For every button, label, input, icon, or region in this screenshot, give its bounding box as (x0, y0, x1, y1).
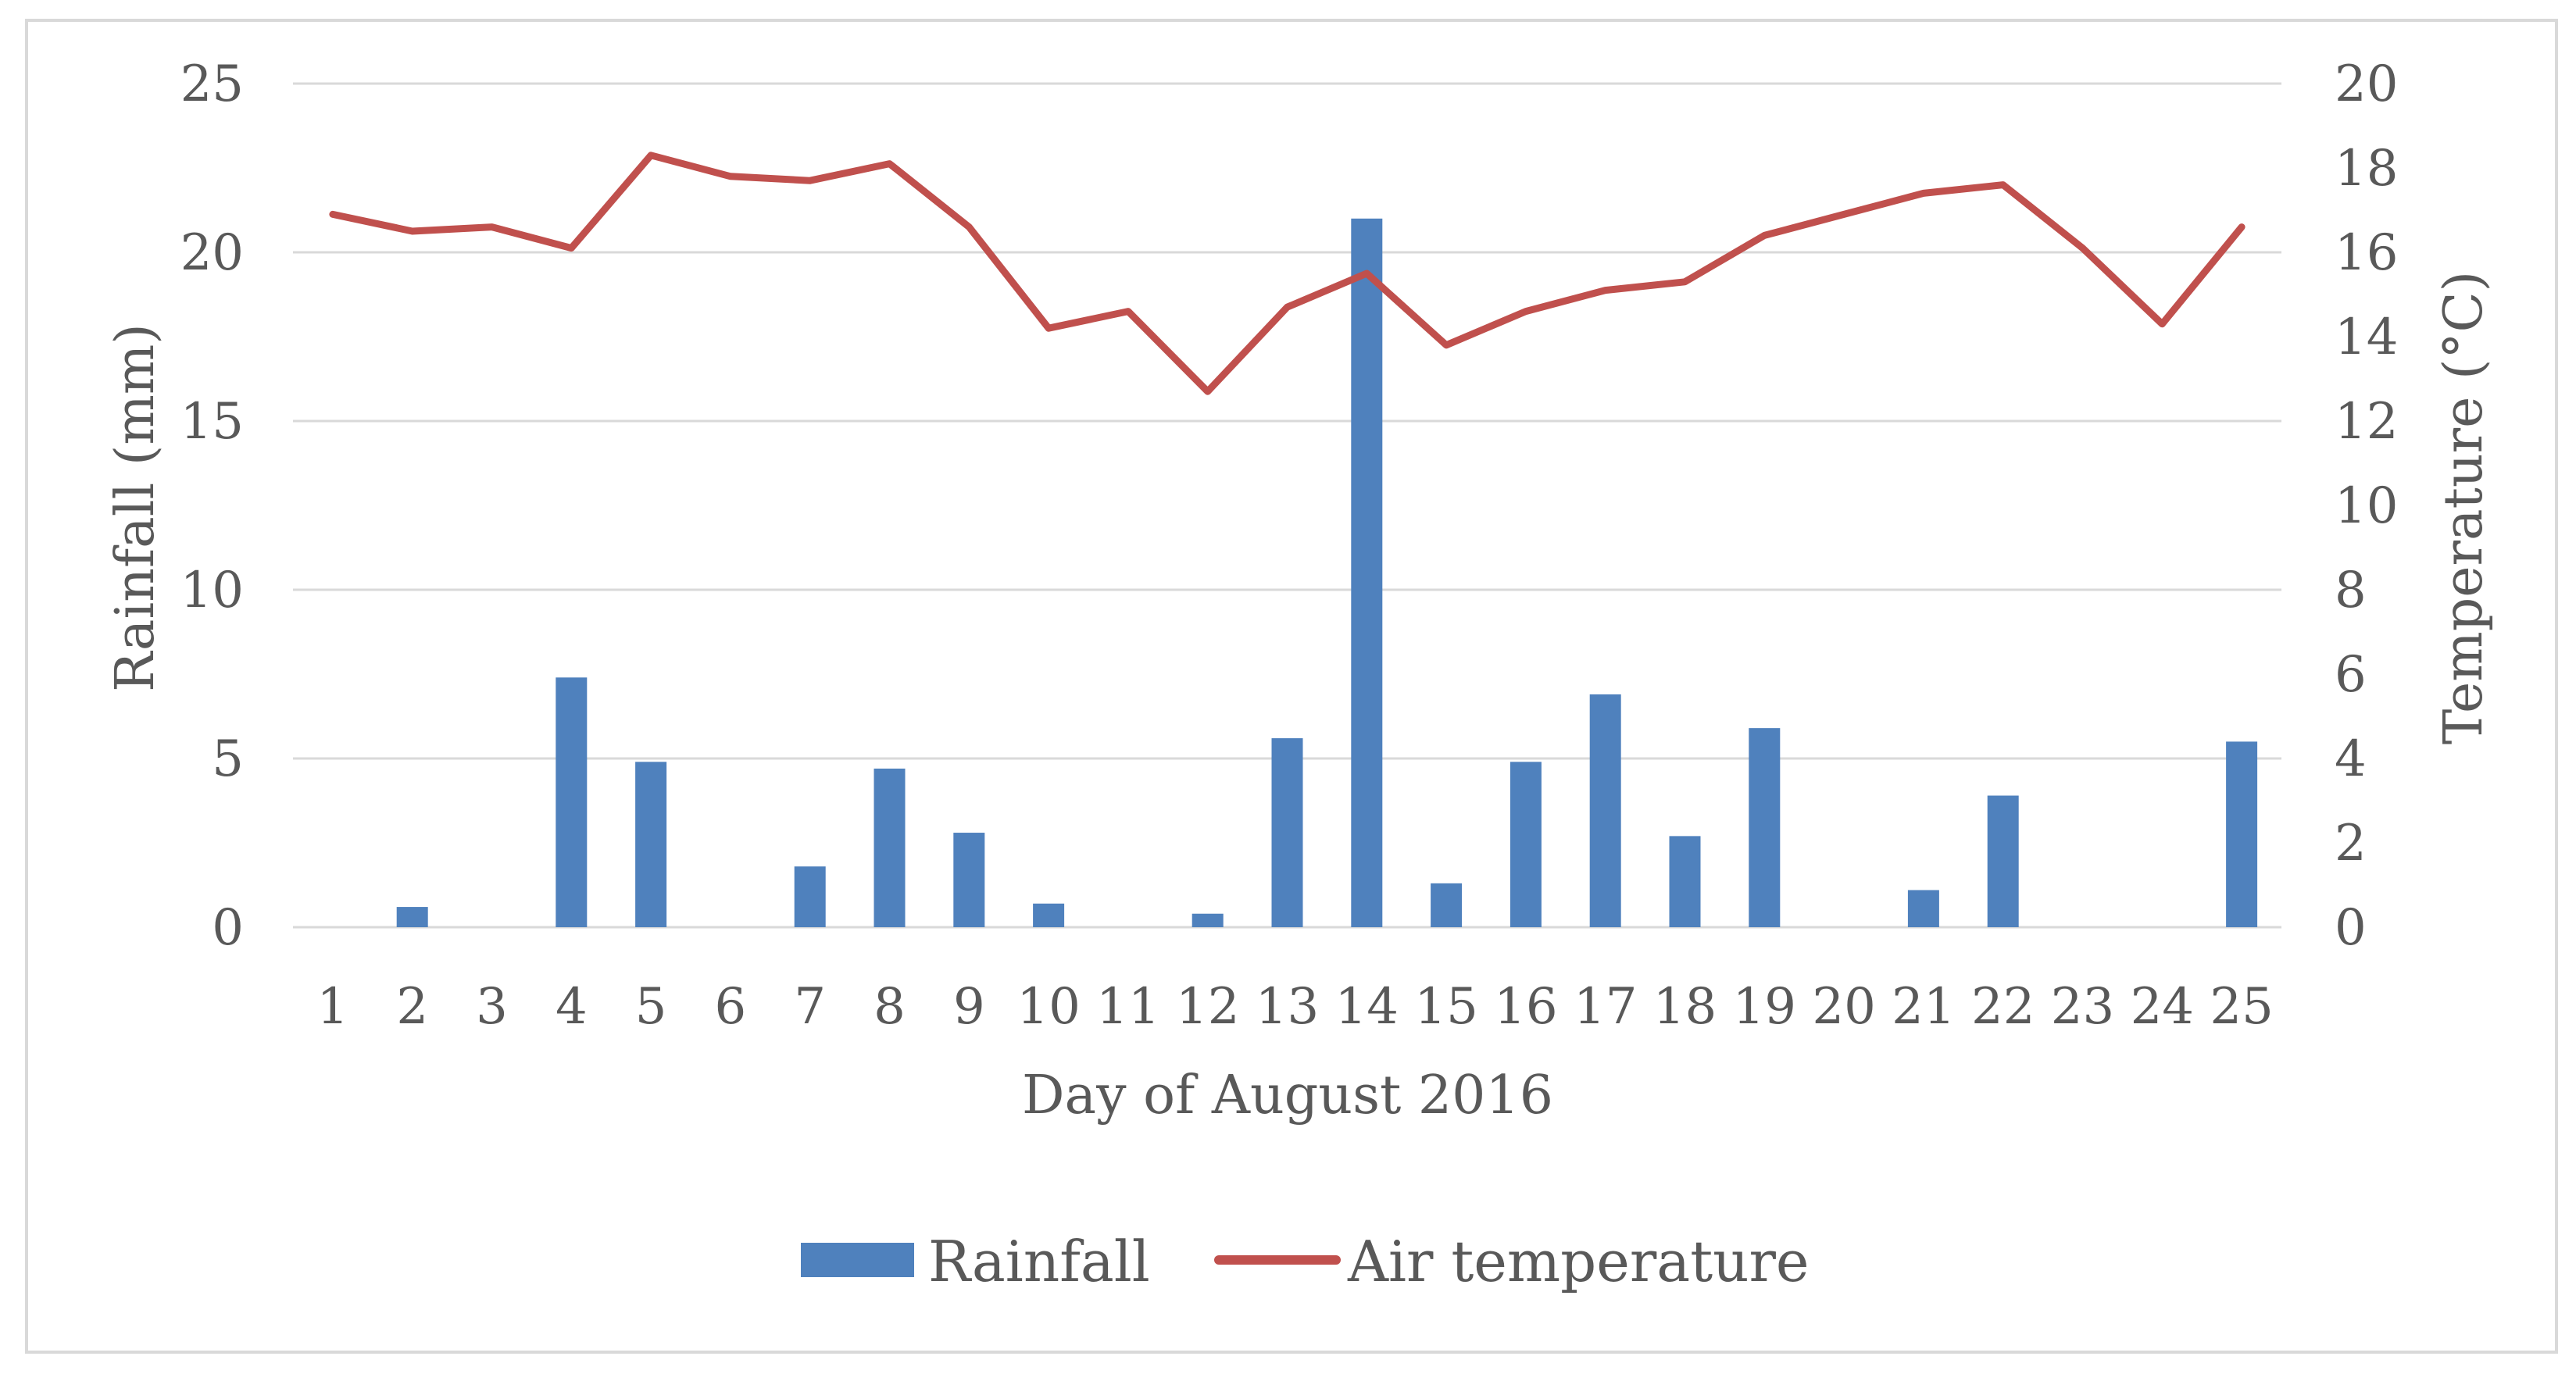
legend-label-rainfall: Rainfall (928, 1229, 1150, 1294)
x-tick-label: 17 (1574, 978, 1637, 1036)
x-axis-title: Day of August 2016 (1022, 1065, 1553, 1126)
rainfall-bar (1192, 913, 1224, 927)
right-axis-ticks: 0 2 4 6 8 10 12 14 16 18 20 (2335, 55, 2398, 957)
temperature-point (1605, 290, 1606, 291)
temperature-point (2161, 323, 2163, 325)
x-tick-label: 24 (2131, 978, 2194, 1036)
y2-tick-label: 4 (2335, 730, 2367, 788)
left-axis-ticks: 0 5 10 15 20 25 (180, 55, 244, 957)
y-tick-label: 15 (180, 393, 244, 451)
y2-tick-label: 12 (2335, 393, 2398, 451)
y2-tick-label: 8 (2335, 562, 2367, 619)
y2-tick-label: 14 (2335, 309, 2398, 366)
temperature-point (412, 230, 413, 232)
rainfall-bars (396, 218, 2258, 927)
y-tick-label: 20 (180, 224, 244, 282)
temperature-point (1445, 344, 1447, 346)
rainfall-bar (2226, 741, 2258, 927)
y-tick-label: 5 (212, 730, 244, 788)
y2-axis-title: Temperature (°C) (2433, 271, 2495, 744)
x-tick-label: 22 (1971, 978, 2035, 1036)
x-tick-label: 19 (1733, 978, 1796, 1036)
y2-tick-label: 2 (2335, 815, 2367, 873)
y2-tick-label: 18 (2335, 140, 2398, 198)
gridlines (293, 82, 2281, 929)
rainfall-bar (1351, 218, 1383, 927)
chart-frame (25, 19, 2558, 1354)
x-tick-label: 16 (1494, 978, 1557, 1036)
x-tick-label: 8 (874, 978, 906, 1036)
temperature-point (1207, 391, 1209, 392)
x-tick-label: 25 (2210, 978, 2273, 1036)
y2-tick-label: 6 (2335, 646, 2367, 704)
rainfall-bar (1589, 694, 1621, 927)
legend-label-temperature: Air temperature (1347, 1229, 1810, 1294)
x-tick-label: 4 (556, 978, 588, 1036)
x-tick-label: 18 (1653, 978, 1717, 1036)
legend: Rainfall Air temperature (801, 1229, 1810, 1294)
x-tick-label: 2 (396, 978, 428, 1036)
y-tick-label: 25 (180, 55, 244, 113)
x-tick-label: 7 (794, 978, 826, 1036)
temperature-line (329, 152, 2246, 395)
y2-tick-label: 16 (2335, 224, 2398, 282)
rainfall-bar (1987, 795, 2019, 927)
x-tick-label: 5 (635, 978, 667, 1036)
temperature-point (1525, 311, 1527, 312)
rainfall-bar (635, 762, 667, 927)
rainfall-bar (1431, 883, 1463, 927)
rainfall-bar (953, 833, 985, 927)
temperature-point (332, 213, 334, 215)
legend-swatch-rainfall (801, 1243, 914, 1277)
rainfall-bar (396, 907, 428, 927)
x-tick-label: 11 (1096, 978, 1159, 1036)
y-tick-label: 10 (180, 562, 244, 619)
x-tick-label: 15 (1414, 978, 1477, 1036)
temperature-point (1763, 234, 1765, 236)
rainfall-bar (556, 677, 588, 927)
temperature-point (1843, 213, 1845, 215)
y-axis-title: Rainfall (mm) (105, 323, 166, 692)
rainfall-bar (874, 768, 906, 927)
x-tick-label: 20 (1812, 978, 1875, 1036)
x-tick-label: 6 (715, 978, 747, 1036)
x-tick-label: 14 (1335, 978, 1399, 1036)
temperature-point (730, 176, 731, 177)
x-tick-label: 13 (1256, 978, 1319, 1036)
temperature-point (1127, 311, 1129, 312)
x-tick-label: 1 (317, 978, 349, 1036)
temperature-point (889, 163, 890, 165)
x-axis-ticks: 1 2 3 4 5 6 7 8 9 10 11 12 13 14 15 16 17 18 19 20 21 22 23 24 2… (317, 978, 2274, 1036)
rainfall-bar (1510, 762, 1542, 927)
x-tick-label: 3 (476, 978, 508, 1036)
x-tick-label: 21 (1892, 978, 1955, 1036)
temperature-point (809, 180, 811, 181)
x-tick-label: 10 (1016, 978, 1080, 1036)
temperature-point (1923, 192, 1924, 194)
x-tick-label: 12 (1176, 978, 1239, 1036)
y2-tick-label: 20 (2335, 55, 2398, 113)
rainfall-bar (794, 866, 826, 927)
rainfall-bar (1271, 738, 1303, 927)
rainfall-bar (1907, 890, 1939, 927)
x-tick-label: 23 (2051, 978, 2114, 1036)
y-tick-label: 0 (212, 899, 244, 957)
rainfall-bar (1033, 903, 1065, 927)
temperature-line-layer (329, 152, 2246, 395)
y2-tick-label: 0 (2335, 899, 2367, 957)
rainfall-bar (1749, 728, 1781, 927)
temperature-point (1287, 306, 1288, 308)
x-tick-label: 9 (953, 978, 985, 1036)
rainfall-bar (1669, 836, 1701, 927)
y2-tick-label: 10 (2335, 477, 2398, 535)
